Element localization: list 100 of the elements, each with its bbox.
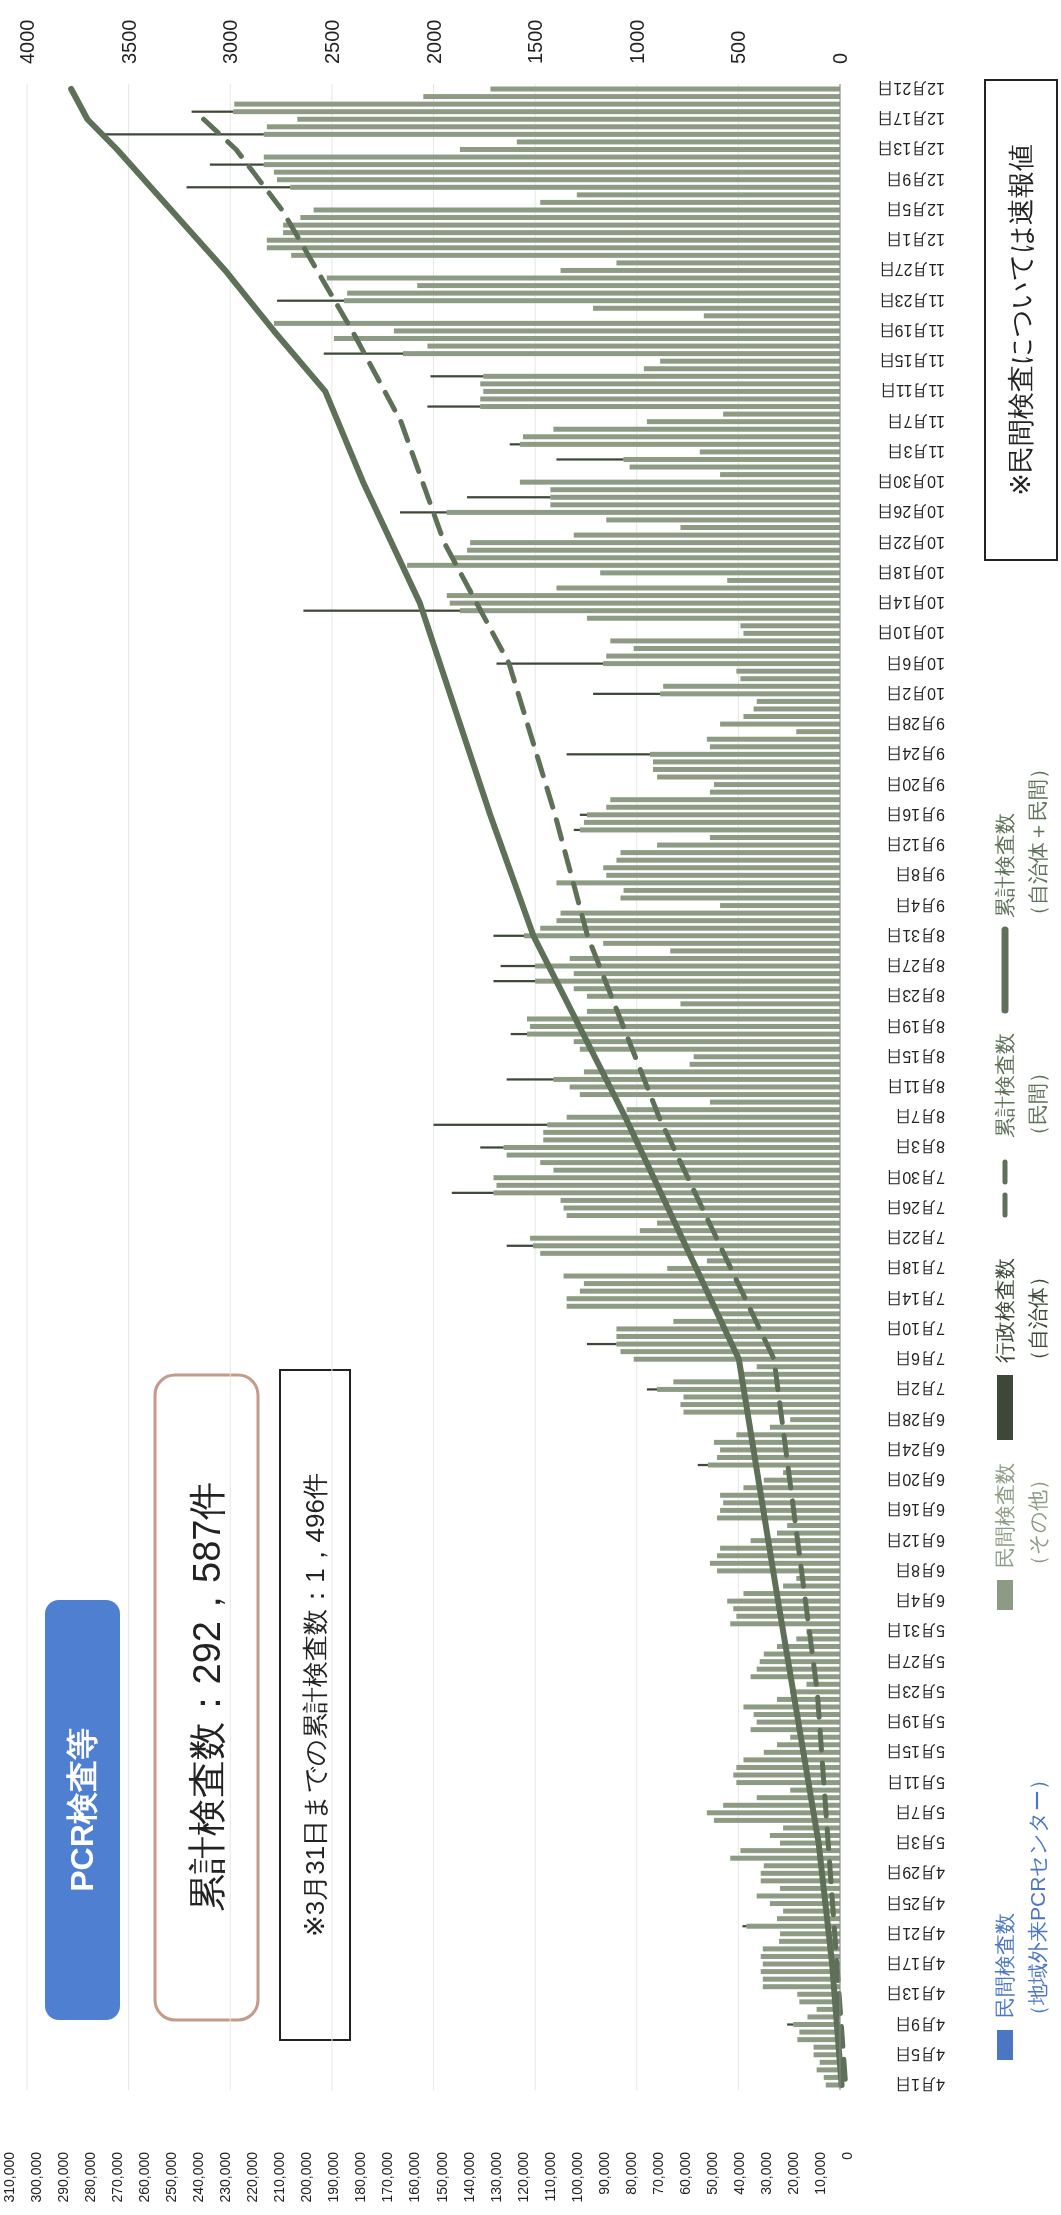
y-tick-label: 7月2日 bbox=[895, 1380, 945, 1398]
y-tick-label: 10月26日 bbox=[877, 503, 945, 521]
y-tick-label: 7月22日 bbox=[886, 1229, 945, 1247]
x-tick-label: 150,000 bbox=[433, 2151, 450, 2203]
x-tick-label: 80,000 bbox=[622, 2151, 639, 2195]
y-tick-label: 10月2日 bbox=[886, 684, 945, 702]
y-tick-label: 9月20日 bbox=[886, 775, 945, 793]
x-tick-label: 220,000 bbox=[244, 2151, 261, 2203]
x-tick-label: 170,000 bbox=[379, 2151, 396, 2203]
text: 行政検査数（自治体） bbox=[993, 1258, 1049, 1371]
x2-tick-label: 1000 bbox=[625, 19, 648, 64]
y-tick-label: 8月15日 bbox=[886, 1047, 945, 1065]
x-tick-label: 310,000 bbox=[1, 2151, 17, 2203]
y-tick-label: 6月8日 bbox=[895, 1561, 945, 1579]
x-tick-label: 140,000 bbox=[460, 2151, 477, 2203]
y-tick-label: 8月11日 bbox=[887, 1078, 945, 1095]
y-tick-label: 12月21日 bbox=[877, 80, 945, 97]
y-tick-label: 9月16日 bbox=[886, 805, 945, 823]
y-tick-label: 4月9日 bbox=[895, 2015, 945, 2033]
y-tick-label: 9月28日 bbox=[886, 715, 945, 733]
y-tick-label: 5月3日 bbox=[895, 1834, 945, 1852]
x-tick-label: 30,000 bbox=[757, 2151, 774, 2195]
y-tick-label: 9月12日 bbox=[886, 836, 945, 854]
y-tick-label: 4月13日 bbox=[886, 1985, 945, 2003]
y-tick-label: 7月30日 bbox=[886, 1168, 945, 1186]
text: 累計検査数（民間） bbox=[993, 1033, 1049, 1146]
y-tick-label: 5月27日 bbox=[886, 1652, 945, 1670]
y-tick-label: 10月10日 bbox=[877, 624, 945, 642]
y-tick-label: 12月13日 bbox=[877, 140, 945, 158]
x-tick-label: 110,000 bbox=[541, 2151, 558, 2202]
y-tick-label: 4月21日 bbox=[886, 1924, 945, 1942]
y-tick-label: 7月14日 bbox=[886, 1289, 945, 1307]
x-tick-label: 40,000 bbox=[730, 2151, 747, 2195]
y-tick-label: 8月27日 bbox=[886, 957, 945, 975]
x-tick-label: 250,000 bbox=[163, 2151, 180, 2203]
x-tick-label: 260,000 bbox=[136, 2151, 153, 2203]
y-tick-label: 8月19日 bbox=[886, 1017, 945, 1035]
y-tick-label: 6月20日 bbox=[886, 1471, 945, 1489]
x-tick-label: 120,000 bbox=[514, 2151, 531, 2203]
y-tick-label: 12月1日 bbox=[886, 231, 945, 249]
text: 民間検査数（その他） bbox=[993, 1463, 1049, 1576]
x-tick-label: 300,000 bbox=[28, 2151, 45, 2203]
y-tick-label: 10月14日 bbox=[877, 594, 945, 612]
y-tick-label: 11月23日 bbox=[878, 291, 945, 309]
y-tick-label: 8月31日 bbox=[886, 926, 945, 944]
text: PCR検査等 bbox=[64, 1728, 100, 1892]
x-tick-label: 200,000 bbox=[298, 2151, 315, 2203]
y-tick-label: 11月11日 bbox=[879, 382, 945, 400]
x-tick-label: 190,000 bbox=[325, 2151, 342, 2203]
y-tick-label: 6月12日 bbox=[886, 1531, 945, 1549]
y-tick-label: 5月7日 bbox=[895, 1803, 945, 1821]
x-tick-label: 210,000 bbox=[271, 2151, 288, 2203]
x-tick-label: 0 bbox=[839, 2151, 855, 2160]
x2-tick-label: 3500 bbox=[117, 19, 140, 64]
x2-tick-label: 2500 bbox=[320, 19, 343, 64]
x2-tick-label: 4000 bbox=[16, 19, 38, 64]
y-tick-label: 6月4日 bbox=[895, 1592, 945, 1610]
x-tick-label: 100,000 bbox=[568, 2151, 585, 2203]
y-tick-label: 4月17日 bbox=[886, 1955, 945, 1973]
y-tick-label: 7月10日 bbox=[886, 1319, 945, 1337]
x2-tick-label: 0 bbox=[829, 52, 851, 64]
y-tick-label: 5月19日 bbox=[886, 1713, 945, 1731]
x2-tick-label: 2000 bbox=[422, 19, 445, 64]
x-tick-label: 160,000 bbox=[406, 2151, 423, 2203]
y-tick-label: 10月30日 bbox=[877, 473, 945, 491]
y-tick-label: 11月19日 bbox=[878, 321, 945, 339]
y-tick-label: 7月6日 bbox=[895, 1350, 945, 1368]
x2-tick-label: 3000 bbox=[219, 19, 242, 64]
y-tick-label: 5月31日 bbox=[886, 1622, 945, 1640]
x-tick-label: 290,000 bbox=[55, 2151, 72, 2203]
y-tick-label: 7月18日 bbox=[886, 1259, 945, 1277]
annotation: ※3月31日までの累計検査数：1，496件 bbox=[300, 1472, 330, 1938]
y-tick-label: 4月25日 bbox=[886, 1894, 945, 1912]
x-tick-label: 130,000 bbox=[487, 2151, 504, 2203]
x-tick-label: 240,000 bbox=[190, 2151, 207, 2203]
y-tick-label: 10月18日 bbox=[877, 563, 945, 581]
y-tick-label: 11月15日 bbox=[878, 352, 945, 370]
x-tick-label: 70,000 bbox=[649, 2151, 666, 2195]
x-tick-label: 10,000 bbox=[811, 2151, 828, 2195]
x-tick-label: 280,000 bbox=[82, 2151, 99, 2203]
text: 累計検査数（自治体＋民間） bbox=[993, 758, 1049, 926]
y-tick-label: 9月8日 bbox=[895, 866, 945, 884]
y-tick-label: 4月1日 bbox=[895, 2076, 945, 2093]
x-tick-label: 20,000 bbox=[784, 2151, 801, 2195]
x-tick-label: 270,000 bbox=[109, 2151, 126, 2203]
y-tick-label: 6月24日 bbox=[886, 1440, 945, 1458]
y-tick-label: 12月17日 bbox=[877, 110, 945, 128]
y-tick-label: 10月22日 bbox=[877, 533, 945, 551]
y-tick-label: 11月3日 bbox=[887, 442, 945, 460]
x-tick-label: 60,000 bbox=[676, 2151, 693, 2195]
y-tick-label: 10月6日 bbox=[886, 654, 945, 672]
y-tick-label: 8月7日 bbox=[895, 1108, 945, 1126]
y-tick-label: 5月15日 bbox=[886, 1743, 945, 1761]
y-tick-label: 8月23日 bbox=[886, 987, 945, 1005]
text: ※民間検査については速報値 bbox=[1006, 144, 1036, 496]
x-tick-label: 50,000 bbox=[703, 2151, 720, 2195]
y-tick-label: 12月5日 bbox=[886, 200, 945, 218]
y-tick-label: 4月29日 bbox=[886, 1864, 945, 1882]
y-tick-label: 8月3日 bbox=[895, 1138, 945, 1156]
y-tick-label: 12月9日 bbox=[886, 170, 945, 188]
